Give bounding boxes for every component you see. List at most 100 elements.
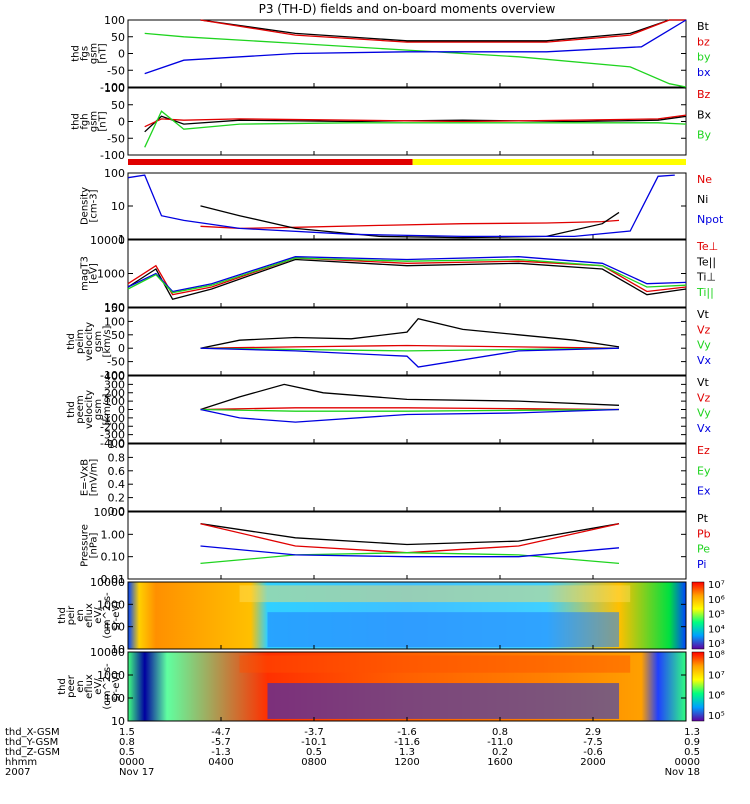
series-line-te bbox=[127, 257, 687, 296]
y-tick-label: 0 bbox=[118, 342, 125, 355]
legend-entry: Ni bbox=[697, 193, 708, 206]
panel-frame bbox=[127, 172, 687, 240]
y-tick-label: 0 bbox=[118, 404, 125, 417]
series-line-npot bbox=[127, 174, 675, 238]
series-line-ni bbox=[200, 205, 620, 239]
y-tick-label: 100 bbox=[104, 692, 125, 705]
x-row-value: 0800 bbox=[301, 757, 326, 768]
legend-entry: Vz bbox=[697, 323, 711, 336]
y-axis-label: E=-VxB[mV/m] bbox=[80, 459, 100, 497]
y-tick-label: 10000 bbox=[90, 576, 125, 589]
y-tick-label: 10 bbox=[111, 715, 125, 728]
y-axis-label: thdpeemvelocitygsm[km/s] bbox=[66, 390, 113, 429]
x-row-value: -4.7 bbox=[211, 727, 231, 738]
legend-entry: Ti⊥ bbox=[696, 271, 716, 284]
y-tick-label: -50 bbox=[107, 64, 125, 77]
y-tick-label: 1000 bbox=[97, 669, 125, 682]
y-axis-label: Pressure[nPa] bbox=[80, 524, 100, 567]
y-tick-label: -50 bbox=[107, 356, 125, 369]
series-line-pt bbox=[200, 523, 620, 546]
y-tick-label: 50 bbox=[111, 31, 125, 44]
x-row-value: 1200 bbox=[394, 757, 419, 768]
y-axis-label: thdpeirenefluxeV/(cm^2-s-sr-eV) bbox=[57, 592, 122, 639]
chart-title: P3 (TH-D) fields and on-board moments ov… bbox=[259, 2, 556, 16]
legend-entry: by bbox=[697, 51, 711, 64]
series-line-vy bbox=[200, 408, 620, 412]
y-tick-label: 1000 bbox=[97, 268, 125, 281]
x-row-value: 0.8 bbox=[492, 727, 508, 738]
legend-entry: Vy bbox=[697, 407, 711, 420]
legend-entry: Ti|| bbox=[696, 286, 714, 299]
legend-entry: Pe bbox=[697, 543, 710, 556]
x-row-value: 1600 bbox=[487, 757, 512, 768]
y-tick-label: 100 bbox=[104, 301, 125, 314]
series-line-ti bbox=[127, 257, 687, 294]
legend-entry: Vx bbox=[697, 422, 712, 435]
y-tick-label: 10 bbox=[111, 643, 125, 656]
y-tick-label: -100 bbox=[100, 369, 125, 382]
y-tick-label: -400 bbox=[100, 437, 125, 450]
y-tick-label: 100 bbox=[104, 621, 125, 634]
legend-entry: Te|| bbox=[696, 255, 716, 268]
y-axis-label: thdfgsgsm[nT] bbox=[71, 43, 109, 64]
panel-temperature: 10000 1000 100 magT3[eV] Te⊥ Te|| Ti⊥ Ti|| bbox=[80, 234, 719, 314]
series-line-vz bbox=[200, 344, 620, 349]
y-tick-label: 300 bbox=[104, 378, 125, 391]
x-row-value: 1.5 bbox=[119, 727, 135, 738]
panel-fgs: 100 50 0 -50 -100 thdfgsgsm[nT] Bt bz by bx bbox=[71, 14, 711, 94]
series-line-vt bbox=[200, 383, 620, 411]
heatmap-band bbox=[267, 683, 620, 719]
legend-entry: Vz bbox=[697, 391, 711, 404]
colorbar-label: 10⁷ bbox=[708, 580, 725, 591]
colorbar-label: 10³ bbox=[708, 639, 725, 650]
y-tick-label: -300 bbox=[100, 429, 125, 442]
y-tick-label: 1.0 bbox=[108, 438, 126, 451]
legend-entry: Pb bbox=[697, 527, 711, 540]
y-tick-label: 10000 bbox=[90, 646, 125, 659]
y-tick-label: 0.01 bbox=[101, 573, 126, 586]
y-axis-label: thdpeimvelocitygsm[km/s] bbox=[66, 322, 113, 361]
legend-entry: By bbox=[697, 129, 712, 142]
x-row-value: -1.6 bbox=[397, 727, 417, 738]
y-tick-label: 0.6 bbox=[108, 465, 126, 478]
x-row-label: thd_X-GSM bbox=[5, 727, 60, 738]
colorbar-label: 10⁶ bbox=[708, 595, 725, 606]
y-tick-label: -100 bbox=[100, 149, 125, 162]
x-row-value: 0.5 bbox=[684, 747, 700, 758]
y-tick-label: 1000 bbox=[97, 598, 125, 611]
y-tick-label: 100 bbox=[104, 315, 125, 328]
series-line-ti bbox=[127, 256, 687, 293]
y-tick-label: 1 bbox=[118, 233, 125, 246]
panel-frame bbox=[127, 19, 687, 88]
panel-peer: 10⁸ 10⁷ 10⁶ 10⁵ 10000 1000 100 10 thdpeereneflux… bbox=[57, 646, 725, 728]
colorbar-label: 10⁶ bbox=[708, 691, 725, 702]
x-row-value: -0.6 bbox=[583, 747, 603, 758]
series-line-by bbox=[144, 110, 687, 148]
series-line-vx bbox=[200, 408, 620, 423]
panel-peim: 150100500-50-100thdpeimvelocitygsm[km/s]… bbox=[66, 302, 712, 382]
legend-entry: Pt bbox=[697, 512, 709, 525]
y-tick-label: -100 bbox=[100, 412, 125, 425]
colorbar bbox=[691, 651, 705, 722]
series-line-pb bbox=[200, 523, 620, 554]
y-axis-label: Density[cm-3] bbox=[80, 187, 100, 225]
x-row-value: 0.9 bbox=[684, 737, 700, 748]
series-line-vx bbox=[200, 347, 620, 368]
y-tick-label: 0.0 bbox=[108, 505, 126, 518]
series-line-vt bbox=[200, 317, 620, 349]
y-tick-label: -100 bbox=[100, 81, 125, 94]
y-axis-label: thdfghgsm[nT] bbox=[71, 111, 109, 132]
panel-peir: 10⁷ 10⁶ 10⁵ 10⁴ 10³ 10000 1000 100 10 thdpeirenef… bbox=[57, 576, 725, 656]
legend-entry: Ez bbox=[697, 444, 710, 457]
x-row-value: 0400 bbox=[208, 757, 233, 768]
series-line-ne bbox=[200, 219, 620, 230]
y-tick-label: -200 bbox=[100, 420, 125, 433]
series-line-vz bbox=[200, 407, 620, 411]
y-tick-label: 50 bbox=[111, 329, 125, 342]
x-row-value: 0.5 bbox=[306, 747, 322, 758]
y-tick-label: 50 bbox=[111, 99, 125, 112]
series-line-pi bbox=[200, 545, 620, 558]
series-line-by bbox=[144, 32, 687, 88]
